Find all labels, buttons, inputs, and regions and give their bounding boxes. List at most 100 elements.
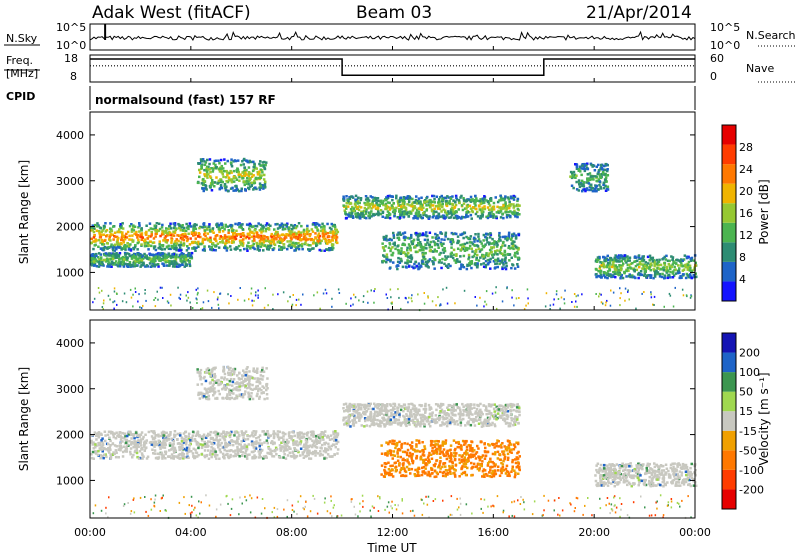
data-cell: [490, 208, 494, 212]
data-cell: [113, 444, 117, 447]
data-cell: [494, 240, 498, 244]
data-cell: [296, 237, 300, 241]
data-cell: [108, 451, 111, 454]
data-cell: [633, 268, 636, 272]
data-cell: [433, 267, 436, 270]
data-cell: [302, 236, 306, 239]
data-cell: [473, 252, 477, 255]
data-cell: [327, 239, 331, 243]
data-cell: [454, 302, 456, 305]
data-cell: [208, 433, 212, 437]
data-cell: [407, 243, 411, 246]
data-cell: [201, 226, 204, 229]
data-cell: [510, 236, 513, 239]
data-cell: [246, 437, 250, 441]
data-cell: [682, 294, 685, 297]
data-cell: [200, 453, 203, 456]
data-cell: [224, 242, 227, 245]
data-cell: [367, 199, 371, 202]
data-cell: [135, 233, 139, 237]
data-cell: [271, 248, 275, 252]
data-cell: [501, 266, 504, 269]
data-cell: [151, 259, 154, 263]
data-cell: [203, 449, 207, 452]
data-cell: [90, 263, 94, 266]
data-cell: [224, 236, 227, 240]
data-cell: [236, 159, 240, 162]
data-cell: [470, 199, 473, 202]
data-cell: [129, 263, 132, 266]
data-cell: [120, 446, 123, 450]
data-cell: [132, 226, 135, 229]
data-cell: [425, 196, 428, 200]
data-cell: [256, 248, 259, 251]
data-cell: [107, 245, 110, 249]
data-cell: [240, 232, 243, 236]
data-cell: [624, 299, 626, 302]
data-cell: [181, 236, 185, 239]
data-cell: [466, 211, 470, 214]
data-cell: [123, 437, 126, 440]
data-cell: [426, 265, 430, 268]
data-cell: [573, 173, 577, 177]
data-cell: [252, 232, 256, 235]
data-cell: [575, 300, 577, 303]
data-cell: [431, 236, 434, 239]
data-cell: [220, 179, 223, 183]
data-cell: [221, 239, 224, 243]
data-cell: [143, 449, 146, 452]
data-cell: [453, 211, 457, 215]
data-cell: [291, 303, 294, 306]
data-cell: [265, 239, 268, 242]
data-cell: [381, 260, 384, 263]
data-cell: [208, 245, 211, 248]
data-cell: [240, 440, 243, 443]
data-cell: [504, 253, 507, 257]
data-cell: [421, 261, 424, 265]
data-cell: [410, 212, 413, 215]
data-cell: [165, 246, 169, 249]
data-cell: [437, 236, 440, 240]
data-cell: [656, 272, 659, 276]
data-cell: [95, 450, 99, 453]
data-cell: [206, 232, 210, 235]
data-cell: [200, 308, 202, 310]
data-cell: [688, 275, 692, 278]
data-cell: [460, 263, 463, 266]
data-cell: [616, 269, 620, 272]
data-cell: [687, 275, 691, 279]
data-cell: [279, 238, 282, 241]
data-cell: [449, 197, 453, 200]
data-cell: [173, 260, 176, 263]
data-cell: [235, 229, 238, 233]
data-cell: [302, 456, 306, 459]
data-cell: [248, 298, 250, 301]
data-cell: [404, 206, 408, 210]
data-cell: [606, 299, 608, 302]
data-cell: [490, 251, 493, 254]
colorbar-swatch: [722, 203, 736, 223]
data-cell: [187, 227, 190, 231]
data-cell: [161, 223, 164, 227]
data-cell: [605, 301, 607, 304]
data-cell: [605, 257, 609, 261]
data-cell: [311, 247, 314, 250]
data-cell: [440, 261, 443, 264]
data-cell: [325, 292, 328, 295]
data-cell: [108, 236, 111, 239]
data-cell: [387, 246, 391, 249]
data-cell: [401, 202, 405, 205]
data-cell: [422, 257, 425, 260]
data-cell: [130, 223, 133, 226]
data-cell: [260, 228, 263, 232]
colorbar-swatch: [722, 125, 736, 145]
data-cell: [625, 269, 628, 273]
data-cell: [297, 222, 301, 225]
data-cell: [511, 234, 514, 238]
data-cell: [487, 258, 491, 262]
data-cell: [653, 270, 657, 273]
data-cell: [105, 246, 109, 250]
data-cell: [267, 226, 270, 230]
data-cell: [499, 207, 503, 211]
data-cell: [507, 210, 510, 214]
